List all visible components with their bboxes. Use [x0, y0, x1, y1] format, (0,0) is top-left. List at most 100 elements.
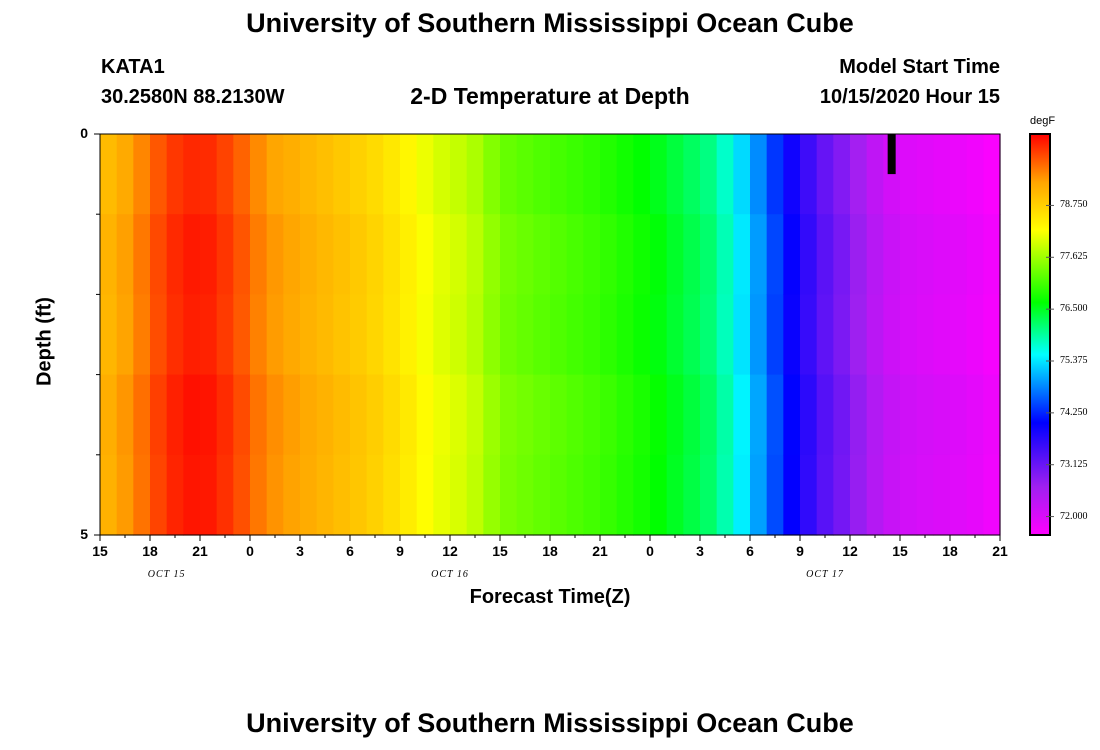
- heatmap-cell: [500, 134, 518, 215]
- heatmap-cell: [566, 374, 584, 456]
- heatmap-cell: [300, 134, 318, 215]
- model-start-value: 10/15/2020 Hour 15: [819, 86, 1000, 108]
- heatmap-cell: [716, 134, 734, 215]
- x-tick-label: 15: [892, 543, 908, 559]
- heatmap-cell: [650, 374, 668, 456]
- heatmap-cell: [116, 374, 134, 456]
- heatmap-cell: [250, 294, 268, 376]
- heatmap-cell: [400, 374, 418, 456]
- heatmap-cell: [416, 294, 434, 376]
- heatmap-cell: [166, 134, 184, 215]
- colorbar-tick-label: 76.500: [1060, 303, 1088, 315]
- colorbar-tick-label: 75.375: [1060, 355, 1088, 366]
- heatmap-cell: [416, 214, 434, 295]
- heatmap-cell: [833, 294, 851, 376]
- heatmap-cell: [516, 454, 534, 536]
- x-date-label: OCT 16: [431, 569, 469, 580]
- heatmap-cell: [483, 294, 501, 376]
- heatmap-cell: [983, 454, 1001, 536]
- heatmap-cell: [783, 454, 801, 536]
- station-id: KATA1: [101, 56, 165, 78]
- heatmap-cell: [833, 214, 851, 295]
- heatmap-cell: [916, 134, 934, 215]
- heatmap-cell: [583, 374, 601, 456]
- heatmap-cell: [116, 134, 134, 215]
- heatmap-cell: [900, 214, 918, 295]
- heatmap-cell: [800, 374, 818, 456]
- heatmap-cell: [916, 374, 934, 456]
- heatmap-cell: [883, 454, 901, 536]
- heatmap-cell: [650, 134, 668, 215]
- heatmap-cell: [450, 214, 468, 295]
- heatmap-cell: [933, 214, 951, 295]
- heatmap-cell: [116, 214, 134, 295]
- footer-title: University of Southern Mississippi Ocean…: [246, 708, 854, 738]
- heatmap-cell: [583, 454, 601, 536]
- heatmap-cell: [966, 454, 984, 536]
- colorbar-unit: degF: [1030, 115, 1056, 127]
- heatmap-cell: [366, 374, 384, 456]
- heatmap-cell: [850, 374, 868, 456]
- heatmap-cell: [400, 454, 418, 536]
- heatmap-cell: [700, 374, 718, 456]
- heatmap-cell: [633, 374, 651, 456]
- heatmap-cell: [866, 374, 884, 456]
- x-date-label: OCT 17: [806, 569, 844, 580]
- heatmap-cell: [233, 454, 251, 536]
- heatmap-cell: [216, 134, 234, 215]
- heatmap-cell: [466, 374, 484, 456]
- heatmap-cell: [200, 454, 218, 536]
- heatmap-cell: [933, 134, 951, 215]
- heatmap-cell: [100, 134, 118, 215]
- heatmap-cell: [516, 134, 534, 215]
- heatmap-cell: [333, 374, 351, 456]
- heatmap-cell: [600, 134, 618, 215]
- heatmap-cell: [650, 454, 668, 536]
- heatmap-cell: [133, 214, 151, 295]
- heatmap-cell: [283, 374, 301, 456]
- x-tick-label: 9: [796, 543, 804, 559]
- chart-title: 2-D Temperature at Depth: [410, 83, 690, 109]
- heatmap-cell: [866, 214, 884, 295]
- heatmap-cell: [966, 134, 984, 215]
- heatmap-cell: [483, 214, 501, 295]
- heatmap-cell: [133, 294, 151, 376]
- x-tick-label: 9: [396, 543, 404, 559]
- heatmap-cell: [683, 454, 701, 536]
- heatmap-cell: [916, 214, 934, 295]
- heatmap-cell: [683, 214, 701, 295]
- heatmap-cell: [666, 374, 684, 456]
- heatmap-cell: [366, 454, 384, 536]
- x-tick-label: 12: [442, 543, 458, 559]
- heatmap-cell: [983, 374, 1001, 456]
- heatmap-cell: [733, 214, 751, 295]
- colorbar-gradient: [1029, 133, 1051, 536]
- heatmap-cell: [633, 134, 651, 215]
- heatmap-cell: [466, 294, 484, 376]
- heatmap-cell: [750, 214, 768, 295]
- heatmap-cell: [100, 294, 118, 376]
- heatmap-cell: [900, 374, 918, 456]
- heatmap-cell: [333, 214, 351, 295]
- heatmap-cell: [183, 214, 201, 295]
- heatmap-cell: [816, 214, 834, 295]
- heatmap-cell: [983, 294, 1001, 376]
- heatmap-cell: [216, 374, 234, 456]
- heatmap-cell: [566, 294, 584, 376]
- heatmap-cell: [333, 454, 351, 536]
- heatmap-cell: [883, 374, 901, 456]
- heatmap-cell: [583, 294, 601, 376]
- heatmap-cell: [400, 134, 418, 215]
- heatmap-cell: [116, 294, 134, 376]
- x-tick-label: 15: [92, 543, 108, 559]
- heatmap-cell: [100, 214, 118, 295]
- heatmap-cell: [783, 374, 801, 456]
- heatmap-cell: [950, 454, 968, 536]
- heatmap-cell: [633, 454, 651, 536]
- heatmap-cell: [450, 294, 468, 376]
- heatmap-cell: [733, 294, 751, 376]
- heatmap-cell: [616, 294, 634, 376]
- heatmap-cell: [483, 134, 501, 215]
- heatmap-cell: [683, 294, 701, 376]
- colorbar-tick-label: 77.625: [1060, 251, 1088, 263]
